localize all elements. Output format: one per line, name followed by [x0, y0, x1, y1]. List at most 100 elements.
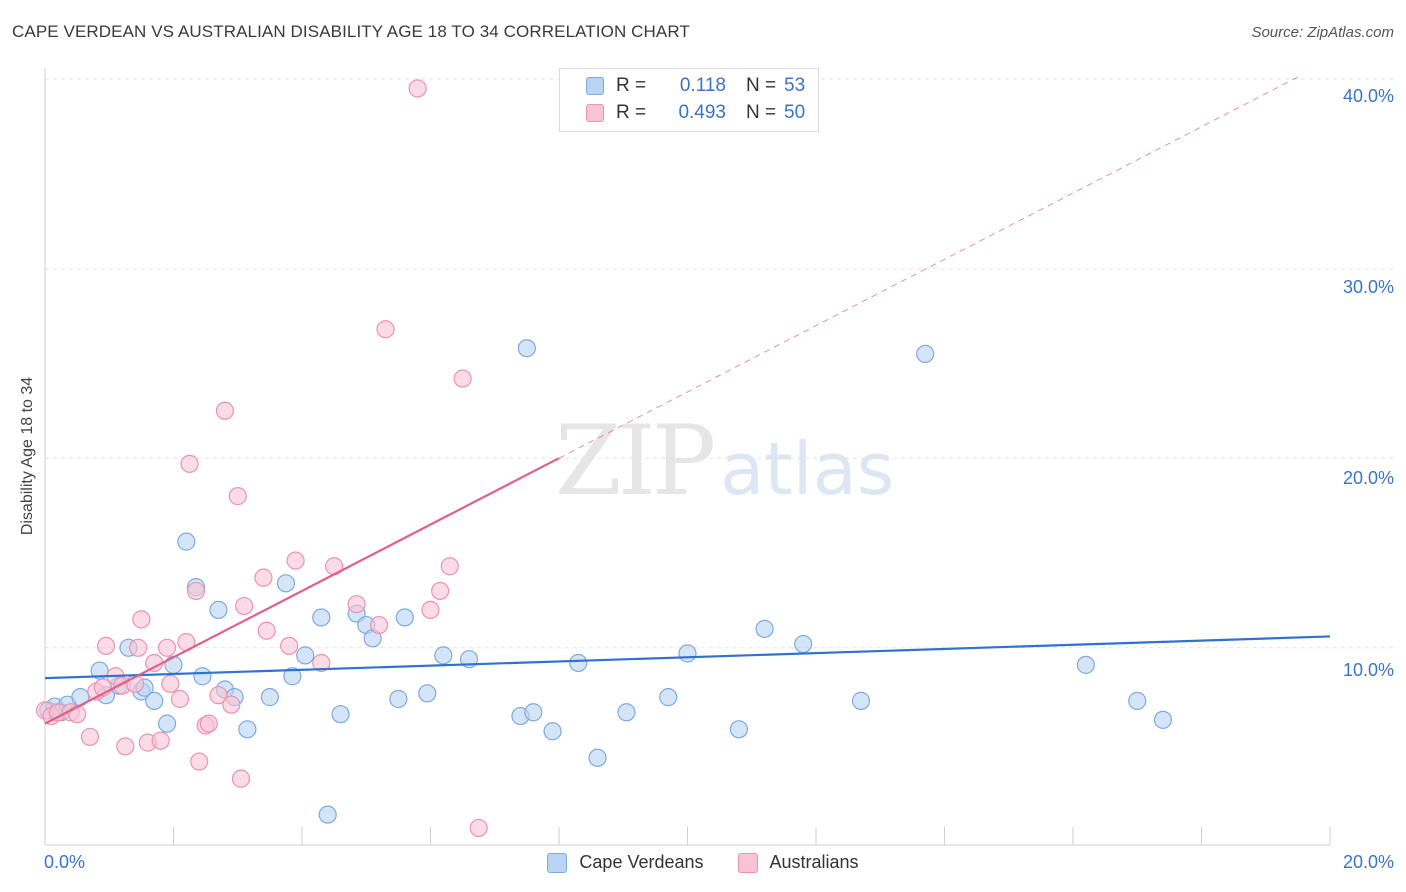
australian-point [209, 686, 228, 705]
cape-verdean-point [331, 705, 350, 724]
cape-verdean-point [418, 684, 437, 703]
cape-verdean-point [659, 688, 678, 707]
cape-verdean-point [517, 339, 536, 358]
australian-point [370, 615, 389, 635]
australian-point [151, 731, 170, 750]
australian-point [469, 818, 488, 838]
series-legend-australians[interactable]: Australians [737, 852, 859, 873]
cape-verdean-point [678, 644, 697, 663]
australian-point [286, 551, 305, 570]
cape-verdean-point [90, 661, 109, 680]
y-tick-label-40: 40.0% [1342, 86, 1394, 106]
legend-n-label: N = [746, 75, 777, 96]
cape-verdean-point [434, 646, 453, 665]
australian-point [161, 674, 180, 693]
legend-row-cape-verdeans: R = 0.118 N = 53 [586, 75, 805, 97]
australian-point [180, 454, 199, 473]
australian-point [215, 401, 234, 420]
cape-verdean-point [794, 634, 813, 654]
cape-verdean-point [318, 805, 337, 824]
watermark-zip: ZIP [555, 405, 716, 517]
series-swatch-pink [737, 852, 758, 873]
australian-point [116, 737, 135, 756]
legend-row-australians: R = 0.493 N = 50 [586, 102, 805, 124]
cape-verdean-point [296, 646, 315, 665]
australian-point [312, 653, 331, 673]
cape-verdean-point [543, 722, 562, 741]
y-tick-label-10: 10.0% [1342, 660, 1394, 680]
cape-verdean-point [164, 655, 183, 674]
cape-verdean-point [617, 703, 636, 722]
cape-verdean-point [524, 703, 543, 722]
series-swatch-blue [547, 852, 568, 873]
cape-verdean-point [569, 653, 588, 673]
series-label-cape-verdeans: Cape Verdeans [579, 852, 704, 872]
australian-point [421, 600, 440, 619]
australian-point [257, 621, 276, 640]
cape-verdean-point [209, 600, 228, 619]
australian-point [228, 487, 247, 506]
cape-verdean-point [1153, 710, 1173, 729]
australian-point [280, 636, 299, 656]
australian-point [376, 320, 395, 339]
cape-verdean-point [283, 667, 302, 686]
cape-verdean-point [916, 344, 935, 364]
australian-point [431, 581, 450, 601]
cape-verdean-point [276, 574, 296, 593]
x-tick-label-min: 0.0% [44, 852, 86, 872]
cape-verdean-trend-line [44, 635, 1331, 680]
y-tick-label-20: 20.0% [1342, 468, 1394, 488]
australian-point [440, 557, 459, 576]
legend-n-label: N = [746, 102, 777, 123]
cape-verdean-point [157, 714, 177, 733]
legend-r-value: 0.493 [678, 102, 726, 123]
cape-verdean-point [238, 720, 257, 739]
source-credit: Source: ZipAtlas.com [1251, 24, 1394, 41]
cape-verdean-point [851, 691, 871, 710]
australian-point [199, 714, 218, 733]
cape-verdean-point [389, 689, 408, 709]
cape-verdean-point [755, 619, 774, 638]
stats-legend: R = 0.118 N = 53 R = 0.493 N = 50 [559, 68, 819, 132]
australian-point [186, 581, 206, 601]
legend-r-value: 0.118 [679, 75, 726, 96]
y-tick-label-30: 30.0% [1342, 277, 1394, 297]
australian-trend-extension [558, 76, 1299, 459]
australian-point [132, 610, 151, 629]
series-legend: Cape Verdeans Australians [0, 852, 1406, 873]
legend-n-value: 53 [784, 75, 806, 96]
cape-verdean-point [177, 532, 196, 551]
watermark-atlas: atlas [720, 427, 895, 511]
cape-verdean-point [260, 688, 279, 707]
cape-verdean-point [588, 748, 607, 767]
australian-point [129, 638, 148, 657]
australian-point [347, 595, 366, 614]
series-label-australians: Australians [769, 852, 859, 872]
australian-point [96, 636, 116, 656]
legend-swatch-blue [586, 77, 604, 95]
australian-point [222, 695, 241, 714]
cape-verdean-point [312, 608, 331, 627]
cape-verdean-point [193, 667, 212, 686]
australian-point [170, 689, 190, 709]
watermark: ZIP atlas [555, 405, 894, 517]
chart-title: CAPE VERDEAN VS AUSTRALIAN DISABILITY AG… [12, 22, 690, 41]
legend-swatch-pink [586, 104, 604, 122]
legend-r-label: R = [616, 75, 647, 96]
australian-point [235, 596, 254, 616]
australian-trend-line [44, 457, 560, 725]
australian-point [157, 638, 177, 657]
australian-point [254, 568, 273, 587]
series-legend-cape-verdeans[interactable]: Cape Verdeans [547, 852, 704, 873]
australian-point [453, 369, 472, 388]
cape-verdean-point [1128, 691, 1147, 710]
australian-point [408, 79, 427, 98]
legend-r-label: R = [616, 102, 647, 123]
australian-point [80, 727, 100, 747]
australian-point [231, 769, 251, 788]
legend-n-value: 50 [784, 102, 806, 123]
x-tick-label-max: 20.0% [1342, 852, 1394, 872]
australian-point [190, 752, 209, 771]
cape-verdean-point [145, 691, 164, 710]
